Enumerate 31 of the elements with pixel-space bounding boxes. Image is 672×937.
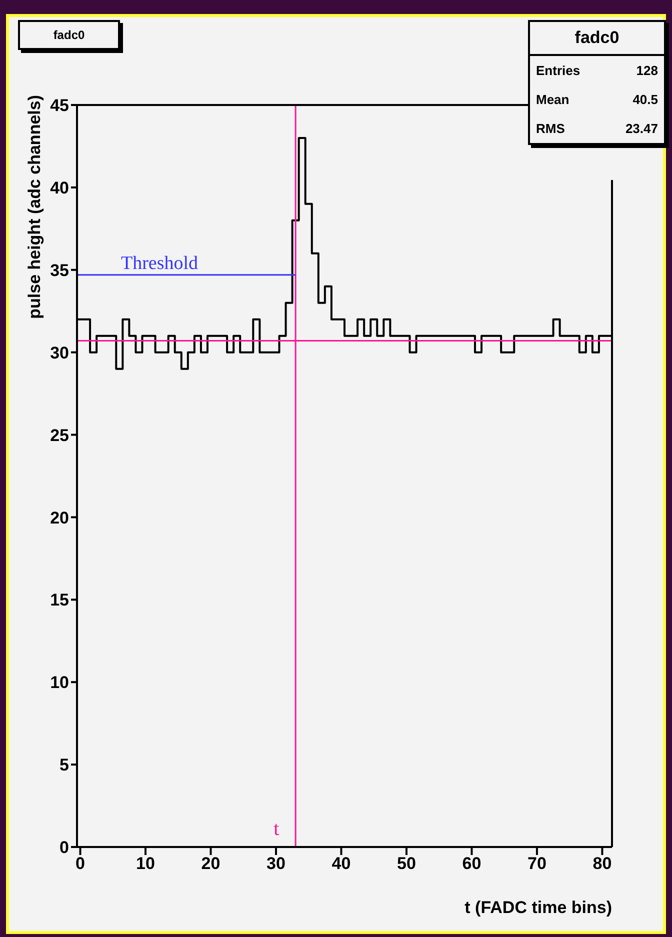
y-tick-label: 30 [50, 343, 69, 362]
x-tick-label: 80 [592, 854, 612, 874]
x-tick-label: 50 [397, 854, 416, 874]
y-tick-label: 40 [50, 178, 69, 198]
annotation: Mean [536, 92, 570, 107]
ref-line-label: t [274, 818, 280, 840]
x-tick-label: 10 [136, 854, 155, 874]
text: 23.47 [625, 121, 658, 136]
x-axis-title: t (FADC time bins) [464, 898, 612, 918]
x-tick-label: 0 [76, 854, 85, 874]
y-tick-label: 10 [50, 673, 69, 692]
chart-title: fadc0 [18, 20, 120, 50]
annotation: RMS [536, 121, 565, 136]
text: Entries [536, 63, 580, 78]
y-tick-label: 45 [50, 96, 69, 116]
x-tick-label: 60 [462, 854, 482, 874]
ref-line-label: Threshold [121, 252, 199, 274]
x-tick-label: 20 [201, 854, 220, 874]
y-axis-title: pulse height (adc channels) [25, 95, 44, 319]
y-tick-label: 25 [50, 426, 69, 445]
y-tick-label: 0 [60, 838, 69, 858]
text: 128 [636, 63, 658, 78]
x-tick-label: 40 [332, 854, 351, 874]
text: 40.5 [632, 92, 658, 107]
x-tick-label: 70 [528, 854, 546, 874]
x-tick-label: 30 [266, 854, 286, 874]
y-tick-label: 20 [50, 508, 69, 528]
y-tick-label: 5 [60, 756, 69, 775]
y-tick-label: 35 [50, 260, 69, 280]
text: fadc0 [530, 22, 664, 56]
y-tick-label: 15 [50, 590, 69, 610]
